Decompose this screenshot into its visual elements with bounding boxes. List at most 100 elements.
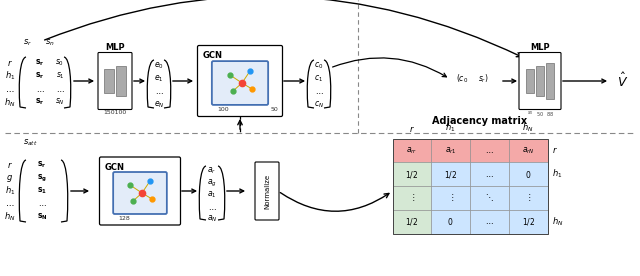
- FancyBboxPatch shape: [99, 157, 180, 225]
- Text: $88$: $88$: [546, 110, 554, 118]
- FancyBboxPatch shape: [98, 52, 132, 110]
- Bar: [116, 66, 126, 96]
- Text: $e_1$: $e_1$: [154, 74, 164, 84]
- Text: $a_1$: $a_1$: [207, 190, 217, 200]
- Text: $50$: $50$: [536, 110, 544, 118]
- Bar: [431, 186, 470, 210]
- Text: $a_g$: $a_g$: [207, 177, 217, 189]
- Text: $h_N$: $h_N$: [522, 122, 534, 134]
- Text: $a_{rN}$: $a_{rN}$: [522, 145, 534, 156]
- Text: $\cdots$: $\cdots$: [315, 87, 323, 97]
- Text: $1/2$: $1/2$: [405, 216, 419, 227]
- Bar: [392, 186, 431, 210]
- Text: 128: 128: [118, 216, 131, 222]
- Text: 150100: 150100: [104, 110, 127, 115]
- Bar: [392, 210, 431, 233]
- Bar: [470, 210, 509, 233]
- Text: MLP: MLP: [530, 43, 550, 52]
- Text: $s_1$: $s_1$: [56, 71, 65, 81]
- Text: $s_0$: $s_0$: [527, 110, 533, 117]
- Text: $\mathbf{s_r}$: $\mathbf{s_r}$: [35, 58, 45, 68]
- Text: $0$: $0$: [447, 216, 454, 227]
- Text: $\cdots$: $\cdots$: [485, 146, 493, 155]
- Text: $\ddots$: $\ddots$: [485, 192, 493, 203]
- Text: $r$: $r$: [552, 145, 557, 155]
- Text: $h_N$: $h_N$: [4, 211, 16, 223]
- Text: $c_N$: $c_N$: [314, 100, 324, 110]
- FancyBboxPatch shape: [212, 61, 268, 105]
- Text: $\mathbf{s_g}$: $\mathbf{s_g}$: [37, 172, 47, 184]
- Text: $h_1$: $h_1$: [445, 122, 456, 134]
- Text: $a_r$: $a_r$: [207, 166, 216, 176]
- Text: $s_{att}$: $s_{att}$: [22, 138, 37, 148]
- Bar: [509, 186, 547, 210]
- Bar: [431, 162, 470, 186]
- Text: $0$: $0$: [525, 169, 531, 180]
- Bar: [104, 69, 113, 93]
- Text: $\cdots$: $\cdots$: [36, 84, 44, 94]
- Text: $e_0$: $e_0$: [154, 61, 164, 71]
- Bar: [470, 139, 509, 162]
- Text: $h_N$: $h_N$: [4, 97, 16, 109]
- Bar: [509, 139, 547, 162]
- Bar: [470, 162, 509, 186]
- Bar: [470, 186, 509, 210]
- Text: $c_0$: $c_0$: [314, 61, 324, 71]
- Text: $r$: $r$: [7, 58, 13, 68]
- Bar: [509, 162, 547, 186]
- FancyBboxPatch shape: [198, 46, 282, 116]
- Text: $\cdots$: $\cdots$: [5, 86, 15, 94]
- Text: $\mathbf{s_N}$: $\mathbf{s_N}$: [36, 212, 47, 222]
- Text: Normalize: Normalize: [264, 173, 270, 209]
- Text: $1/2$: $1/2$: [405, 169, 419, 180]
- Text: $1/2$: $1/2$: [522, 216, 534, 227]
- FancyBboxPatch shape: [519, 52, 561, 110]
- Text: $\cdots$: $\cdots$: [485, 217, 493, 226]
- Text: GCN: GCN: [105, 163, 125, 171]
- Text: $s_N$: $s_N$: [55, 97, 65, 107]
- Text: $g$: $g$: [6, 172, 13, 184]
- Text: Adjacency matrix: Adjacency matrix: [433, 116, 527, 126]
- Text: $\cdots$: $\cdots$: [56, 84, 65, 94]
- Text: $c_1$: $c_1$: [314, 74, 324, 84]
- Text: $s_n$: $s_n$: [45, 38, 55, 48]
- Bar: [536, 66, 544, 96]
- Text: 50: 50: [270, 107, 278, 112]
- Text: $\mathbf{s_r}$: $\mathbf{s_r}$: [35, 71, 45, 81]
- Text: $h_1$: $h_1$: [4, 185, 15, 197]
- Text: $\cdots$: $\cdots$: [38, 200, 46, 208]
- Text: $\mathbf{s_r}$: $\mathbf{s_r}$: [35, 97, 45, 107]
- FancyBboxPatch shape: [113, 172, 167, 214]
- Text: $\cdots$: $\cdots$: [485, 170, 493, 179]
- Text: $(c_0$: $(c_0$: [456, 73, 468, 85]
- FancyBboxPatch shape: [255, 162, 279, 220]
- Bar: [546, 63, 554, 99]
- Text: $r$: $r$: [7, 160, 13, 170]
- Text: $a_{rr}$: $a_{rr}$: [406, 145, 417, 156]
- Text: $\vdots$: $\vdots$: [409, 192, 415, 203]
- Bar: [392, 139, 431, 162]
- Text: $s_0$: $s_0$: [56, 58, 65, 68]
- Text: $r$: $r$: [409, 124, 415, 134]
- Text: $h_1$: $h_1$: [4, 70, 15, 82]
- Text: $1/2$: $1/2$: [444, 169, 457, 180]
- Text: $a_N$: $a_N$: [207, 214, 217, 224]
- Bar: [392, 162, 431, 186]
- Text: $s_r)$: $s_r)$: [478, 73, 489, 85]
- Text: $\mathbf{s_1}$: $\mathbf{s_1}$: [37, 186, 47, 196]
- Bar: [392, 139, 547, 233]
- Text: $\cdots$: $\cdots$: [155, 87, 163, 97]
- Bar: [526, 69, 534, 93]
- Text: GCN: GCN: [203, 51, 223, 60]
- Bar: [431, 139, 470, 162]
- Text: MLP: MLP: [105, 43, 125, 52]
- Text: $h_1$: $h_1$: [552, 168, 562, 181]
- Text: $\vdots$: $\vdots$: [525, 192, 531, 203]
- Text: $\cdots$: $\cdots$: [207, 203, 216, 211]
- Text: $\cdots$: $\cdots$: [5, 200, 15, 208]
- Text: $a_{r1}$: $a_{r1}$: [445, 145, 456, 156]
- Text: $e_N$: $e_N$: [154, 100, 164, 110]
- Text: $s_r$: $s_r$: [24, 38, 33, 48]
- Bar: [509, 210, 547, 233]
- Text: $\hat{V}$: $\hat{V}$: [618, 72, 628, 90]
